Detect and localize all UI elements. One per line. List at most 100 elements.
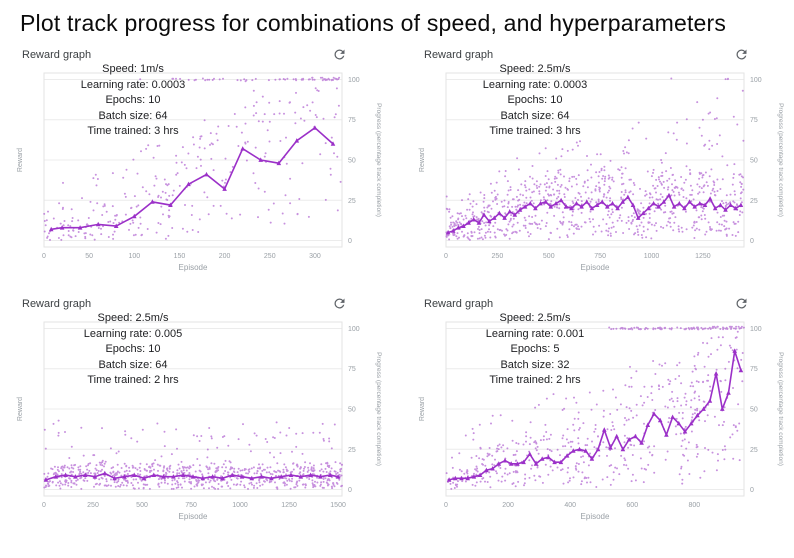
scatter-points [445,325,745,490]
x-tick-label: 300 [309,253,321,260]
refresh-icon[interactable] [332,296,348,312]
x-tick-label: 0 [42,253,46,260]
panel-title: Reward graph [424,298,494,310]
x-tick-label: 250 [87,502,99,509]
reward-chart: Speed: 2.5m/s Learning rate: 0.005 Epochs:… [8,312,388,527]
x-axis-label: Episode [179,263,208,272]
x-tick-label: 1250 [695,253,711,260]
panel-header: Reward graph [410,43,790,65]
y-right-tick-label: 100 [348,326,360,333]
y-right-tick-label: 0 [750,487,754,494]
x-tick-label: 100 [128,253,140,260]
scatter-points [445,77,745,241]
trend-line-markers [445,192,744,235]
y-left-axis-label: Reward [17,148,24,172]
y-right-tick-label: 0 [750,238,754,245]
panel-title: Reward graph [424,49,494,61]
y-right-tick-label: 75 [750,117,758,124]
trend-line [447,193,742,234]
x-tick-label: 200 [502,502,514,509]
chart-canvas: 0 25 50 75 100 0 50 100 150 200 250 300 Episode Rewar… [17,72,382,272]
reward-graph-panel: Reward graph Speed: 2.5m/s Learning rate:… [8,292,388,527]
x-tick-label: 50 [85,253,93,260]
y-left-axis-label: Reward [419,148,426,172]
y-right-tick-label: 25 [348,198,356,205]
y-right-tick-label: 0 [348,238,352,245]
scatter-points [43,76,342,241]
x-tick-label: 1250 [281,502,297,509]
panel-header: Reward graph [8,292,388,314]
y-left-axis-label: Reward [419,397,426,421]
x-tick-label: 750 [185,502,197,509]
trend-line-markers [43,470,341,482]
y-right-tick-label: 75 [750,366,758,373]
reward-chart: Speed: 2.5m/s Learning rate: 0.001 Epochs:… [410,312,790,527]
x-tick-label: 400 [564,502,576,509]
x-tick-label: 200 [219,253,231,260]
x-tick-label: 250 [492,253,504,260]
charts-grid: Reward graph Speed: 1m/s Learning rate: 0… [0,41,794,527]
gridlines [446,78,744,242]
y-right-tick-label: 50 [348,407,356,414]
x-axis-label: Episode [581,263,610,272]
x-tick-label: 600 [626,502,638,509]
y-right-axis-label: Progress (percentage track completion) [777,352,784,466]
panel-title: Reward graph [22,49,92,61]
y-right-tick-label: 25 [750,198,758,205]
y-right-tick-label: 50 [750,407,758,414]
y-right-axis-label: Progress (percentage track completion) [777,103,784,217]
plot-border [43,321,343,497]
page-title: Plot track progress for combinations of … [20,10,727,36]
x-tick-label: 1000 [644,253,660,260]
reward-graph-panel: Reward graph Speed: 2.5m/s Learning rate:… [410,43,790,278]
reward-chart: Speed: 2.5m/s Learning rate: 0.0003 Epochs… [410,63,790,278]
panel-header: Reward graph [8,43,388,65]
y-left-axis-label: Reward [17,397,24,421]
plot-border [445,321,745,497]
panel-title: Reward graph [22,298,92,310]
trend-line-markers [446,348,744,482]
y-right-tick-label: 100 [348,77,360,84]
y-right-tick-label: 75 [348,366,356,373]
x-tick-label: 0 [444,502,448,509]
y-right-tick-label: 100 [750,326,762,333]
x-tick-label: 0 [444,253,448,260]
x-tick-label: 500 [543,253,555,260]
x-tick-label: 750 [594,253,606,260]
y-right-tick-label: 50 [348,158,356,165]
scatter-points [43,419,343,490]
y-right-tick-label: 75 [348,117,356,124]
refresh-icon[interactable] [332,47,348,63]
plot-border [445,72,745,248]
reward-graph-panel: Reward graph Speed: 2.5m/s Learning rate:… [410,292,790,527]
reward-graph-panel: Reward graph Speed: 1m/s Learning rate: 0… [8,43,388,278]
gridlines [446,327,744,491]
reward-chart: Speed: 1m/s Learning rate: 0.0003 Epochs: … [8,63,388,278]
x-axis-label: Episode [179,512,208,521]
trend-line-markers [48,125,336,232]
x-tick-label: 500 [136,502,148,509]
y-right-tick-label: 0 [348,487,352,494]
x-tick-label: 250 [264,253,276,260]
x-tick-label: 0 [42,502,46,509]
y-right-tick-label: 50 [750,158,758,165]
y-right-tick-label: 25 [348,447,356,454]
y-right-axis-label: Progress (percentage track completion) [375,103,382,217]
x-axis-label: Episode [581,512,610,521]
gridlines [44,327,342,491]
x-tick-label: 800 [688,502,700,509]
y-right-axis-label: Progress (percentage track completion) [375,352,382,466]
plot-border [43,72,343,248]
y-right-tick-label: 100 [750,77,762,84]
panel-header: Reward graph [410,292,790,314]
refresh-icon[interactable] [734,296,750,312]
x-tick-label: 150 [174,253,186,260]
refresh-icon[interactable] [734,47,750,63]
gridlines [44,78,342,242]
y-right-tick-label: 25 [750,447,758,454]
x-tick-label: 1500 [330,502,346,509]
chart-canvas: 0 25 50 75 100 0 200 400 600 800 Episode Reward Prog… [419,321,784,521]
x-tick-label: 1000 [232,502,248,509]
